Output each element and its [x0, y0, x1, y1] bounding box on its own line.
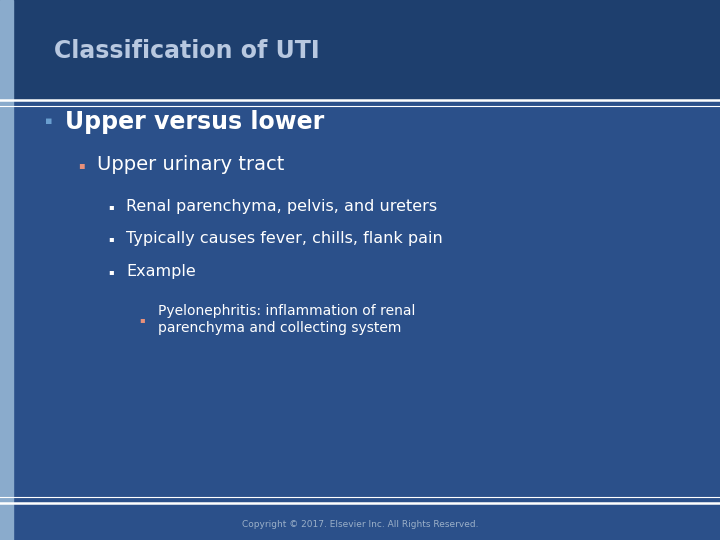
Text: ▪: ▪ [78, 160, 84, 170]
Text: Classification of UTI: Classification of UTI [54, 39, 320, 63]
Text: ▪: ▪ [45, 117, 52, 126]
Text: ▪: ▪ [108, 202, 114, 211]
Text: Example: Example [126, 264, 196, 279]
Text: Upper urinary tract: Upper urinary tract [97, 155, 284, 174]
Text: Renal parenchyma, pelvis, and ureters: Renal parenchyma, pelvis, and ureters [126, 199, 437, 214]
Text: Copyright © 2017. Elsevier Inc. All Rights Reserved.: Copyright © 2017. Elsevier Inc. All Righ… [242, 521, 478, 529]
Text: ▪: ▪ [139, 315, 145, 324]
Text: ▪: ▪ [108, 234, 114, 243]
Text: ▪: ▪ [108, 267, 114, 275]
Text: Upper versus lower: Upper versus lower [65, 110, 324, 133]
Bar [0, 0, 720, 100]
Text: Pyelonephritis: inflammation of renal
parenchyma and collecting system: Pyelonephritis: inflammation of renal pa… [158, 304, 415, 335]
Bar [0, 0, 13, 540]
Text: Typically causes fever, chills, flank pain: Typically causes fever, chills, flank pa… [126, 231, 443, 246]
